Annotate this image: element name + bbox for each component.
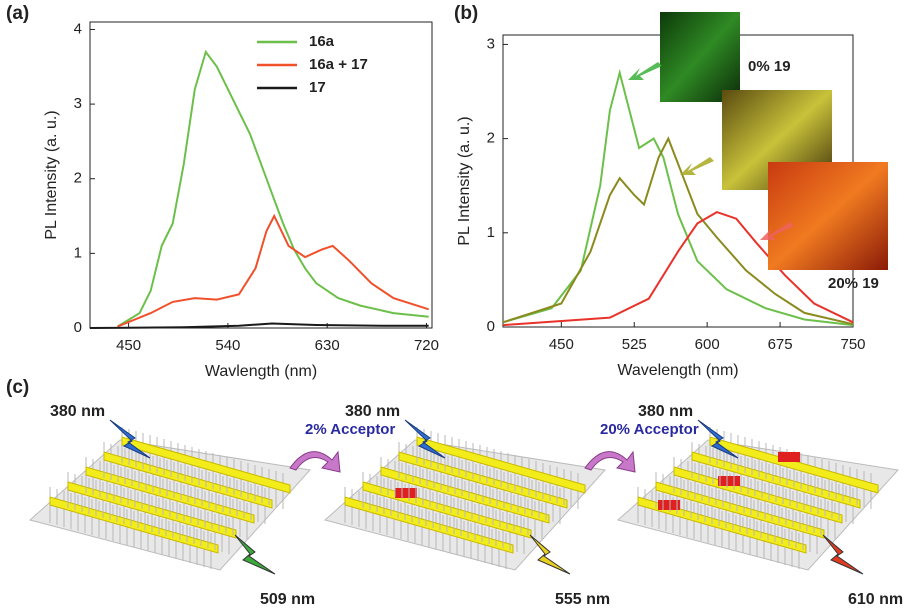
x-tick-label: 600 (695, 336, 720, 353)
y-tick-label: 3 (487, 35, 495, 52)
panel-label: (b) (454, 3, 478, 24)
x-axis-label: Wavelength (nm) (617, 362, 738, 379)
diagram: 380 nm 509 nm 380 nm 555 nm 380 nm 610 nm 2% A… (30, 403, 903, 608)
x-tick-label: 450 (116, 337, 141, 354)
excitation-label: 380 nm (50, 403, 105, 420)
emission-label: 610 nm (848, 591, 903, 608)
x-tick-label: 540 (215, 337, 240, 354)
emission-bolt (530, 535, 570, 574)
inset-image (660, 12, 740, 102)
annotation: 20% 19 (828, 275, 879, 292)
x-axis-label: Wavlength (nm) (205, 363, 317, 380)
emission-label: 555 nm (555, 591, 610, 608)
y-tick-label: 0 (487, 318, 495, 335)
panel-label: (a) (6, 3, 29, 24)
y-tick-label: 2 (74, 170, 82, 187)
y-tick-label: 1 (487, 224, 495, 241)
emission-bolt (235, 535, 275, 574)
y-tick-label: 0 (74, 319, 82, 336)
annotation: 0% 19 (748, 58, 791, 75)
excitation-label: 380 nm (638, 403, 693, 420)
legend-label: 16a (309, 33, 335, 50)
inset-image (768, 162, 888, 270)
x-tick-label: 675 (768, 336, 793, 353)
legend-label: 17 (309, 79, 326, 96)
x-tick-label: 750 (840, 336, 865, 353)
series-line (118, 52, 429, 327)
y-tick-label: 2 (487, 130, 495, 147)
panel-label: (c) (6, 377, 29, 398)
series-line (90, 324, 429, 329)
y-axis-label: PL Intensity (a. u.) (43, 110, 60, 239)
y-axis-label: PL Intensity (a. u.) (456, 116, 473, 245)
y-tick-label: 1 (74, 244, 82, 261)
step-label: 20% Acceptor (600, 421, 699, 438)
x-tick-label: 525 (622, 336, 647, 353)
step-label: 2% Acceptor (305, 421, 395, 438)
pointer-arrow (628, 62, 662, 80)
emission-label: 509 nm (260, 591, 315, 608)
acceptor (718, 476, 740, 486)
x-tick-label: 630 (315, 337, 340, 354)
x-tick-label: 720 (414, 337, 439, 354)
y-tick-label: 4 (74, 20, 82, 37)
plot-frame (90, 22, 432, 328)
legend-label: 16a + 17 (309, 56, 368, 73)
pointer-arrow (680, 157, 714, 175)
emission-bolt (823, 535, 863, 574)
y-tick-label: 3 (74, 95, 82, 112)
x-tick-label: 450 (549, 336, 574, 353)
acceptor (778, 452, 800, 462)
acceptor (395, 488, 417, 498)
excitation-label: 380 nm (345, 403, 400, 420)
figure: (a) (b) (c) 380 nm509 nm380 nm555 nm380 … (0, 0, 910, 612)
